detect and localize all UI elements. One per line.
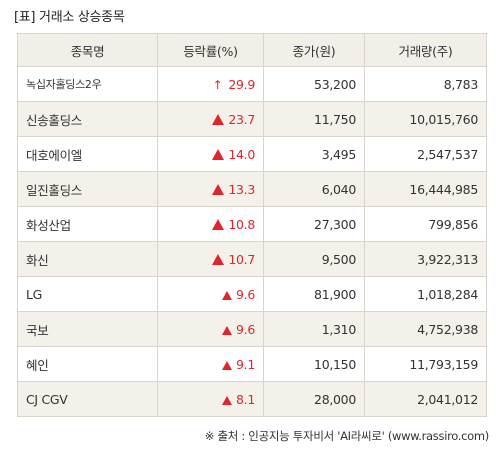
closing-price: 11,750 <box>263 101 365 137</box>
up-triangle-icon <box>212 183 225 195</box>
stock-name: LG <box>17 276 158 312</box>
source-note: ※ 출처 : 인공지능 투자비서 'AI라씨로' (www.rassiro.co… <box>204 429 490 443</box>
change-rate-cell: 13.3 <box>157 171 264 207</box>
stock-name: 화신 <box>17 241 158 277</box>
stock-name: 국보 <box>17 311 158 347</box>
change-rate: 13.3 <box>228 181 255 197</box>
trade-volume: 11,793,159 <box>364 346 487 382</box>
up-triangle-icon <box>212 148 225 160</box>
closing-price: 6,040 <box>263 171 365 207</box>
upper-limit-arrow-icon: ↑ <box>212 77 223 92</box>
up-triangle-icon <box>222 360 233 370</box>
closing-price: 9,500 <box>263 241 365 277</box>
closing-price: 1,310 <box>263 311 365 347</box>
table-row: 신송홀딩스 23.7 11,750 10,015,760 <box>17 101 487 137</box>
stock-name: 녹십자홀딩스2우 <box>17 66 158 102</box>
change-rate: 9.6 <box>236 321 255 337</box>
trade-volume: 2,547,537 <box>364 136 487 172</box>
change-rate-cell: 14.0 <box>157 136 264 172</box>
trade-volume: 8,783 <box>364 66 487 102</box>
table-row: 혜인 9.1 10,150 11,793,159 <box>17 346 487 382</box>
table-row: LG 9.6 81,900 1,018,284 <box>17 276 487 312</box>
stock-name: 신송홀딩스 <box>17 101 158 137</box>
header-price: 종가(원) <box>263 33 365 67</box>
table-header-row: 종목명 등락률(%) 종가(원) 거래량(주) <box>17 33 487 67</box>
stock-name: 혜인 <box>17 346 158 382</box>
up-triangle-icon <box>222 325 233 335</box>
change-rate-cell: 9.6 <box>157 276 264 312</box>
change-rate: 10.7 <box>228 251 255 267</box>
trade-volume: 1,018,284 <box>364 276 487 312</box>
trade-volume: 4,752,938 <box>364 311 487 347</box>
closing-price: 53,200 <box>263 66 365 102</box>
table-row: 대호에이엘 14.0 3,495 2,547,537 <box>17 136 487 172</box>
header-name: 종목명 <box>17 33 158 67</box>
change-rate: 23.7 <box>228 111 255 127</box>
stock-name: 화성산업 <box>17 206 158 242</box>
change-rate-cell: 9.1 <box>157 346 264 382</box>
header-rate: 등락률(%) <box>157 33 264 67</box>
closing-price: 3,495 <box>263 136 365 172</box>
table-row: 녹십자홀딩스2우 ↑ 29.9 53,200 8,783 <box>17 66 487 102</box>
table-row: 화신 10.7 9,500 3,922,313 <box>17 241 487 277</box>
up-triangle-icon <box>222 395 233 405</box>
table-row: 국보 9.6 1,310 4,752,938 <box>17 311 487 347</box>
trade-volume: 16,444,985 <box>364 171 487 207</box>
change-rate-cell: 10.8 <box>157 206 264 242</box>
change-rate-cell: ↑ 29.9 <box>157 66 264 102</box>
trade-volume: 799,856 <box>364 206 487 242</box>
trade-volume: 10,015,760 <box>364 101 487 137</box>
up-triangle-icon <box>222 290 233 300</box>
table-row: 일진홀딩스 13.3 6,040 16,444,985 <box>17 171 487 207</box>
table-row: CJ CGV 8.1 28,000 2,041,012 <box>17 381 487 417</box>
change-rate: 9.1 <box>236 356 255 372</box>
change-rate: 10.8 <box>228 216 255 232</box>
change-rate-cell: 23.7 <box>157 101 264 137</box>
stock-name: CJ CGV <box>17 381 158 417</box>
table-row: 화성산업 10.8 27,300 799,856 <box>17 206 487 242</box>
change-rate: 14.0 <box>228 146 255 162</box>
trade-volume: 2,041,012 <box>364 381 487 417</box>
change-rate-cell: 8.1 <box>157 381 264 417</box>
closing-price: 81,900 <box>263 276 365 312</box>
up-triangle-icon <box>212 113 225 125</box>
change-rate-cell: 9.6 <box>157 311 264 347</box>
change-rate: 29.9 <box>228 76 255 92</box>
change-rate-cell: 10.7 <box>157 241 264 277</box>
stock-name: 일진홀딩스 <box>17 171 158 207</box>
up-triangle-icon <box>212 218 225 230</box>
change-rate: 9.6 <box>236 286 255 302</box>
table-title: [표] 거래소 상승종목 <box>14 10 125 25</box>
rising-stocks-table: 종목명 등락률(%) 종가(원) 거래량(주) 녹십자홀딩스2우 ↑ 29.9 5… <box>17 33 487 417</box>
closing-price: 10,150 <box>263 346 365 382</box>
closing-price: 27,300 <box>263 206 365 242</box>
trade-volume: 3,922,313 <box>364 241 487 277</box>
up-triangle-icon <box>212 253 225 265</box>
closing-price: 28,000 <box>263 381 365 417</box>
stock-name: 대호에이엘 <box>17 136 158 172</box>
change-rate: 8.1 <box>236 391 255 407</box>
header-volume: 거래량(주) <box>364 33 487 67</box>
